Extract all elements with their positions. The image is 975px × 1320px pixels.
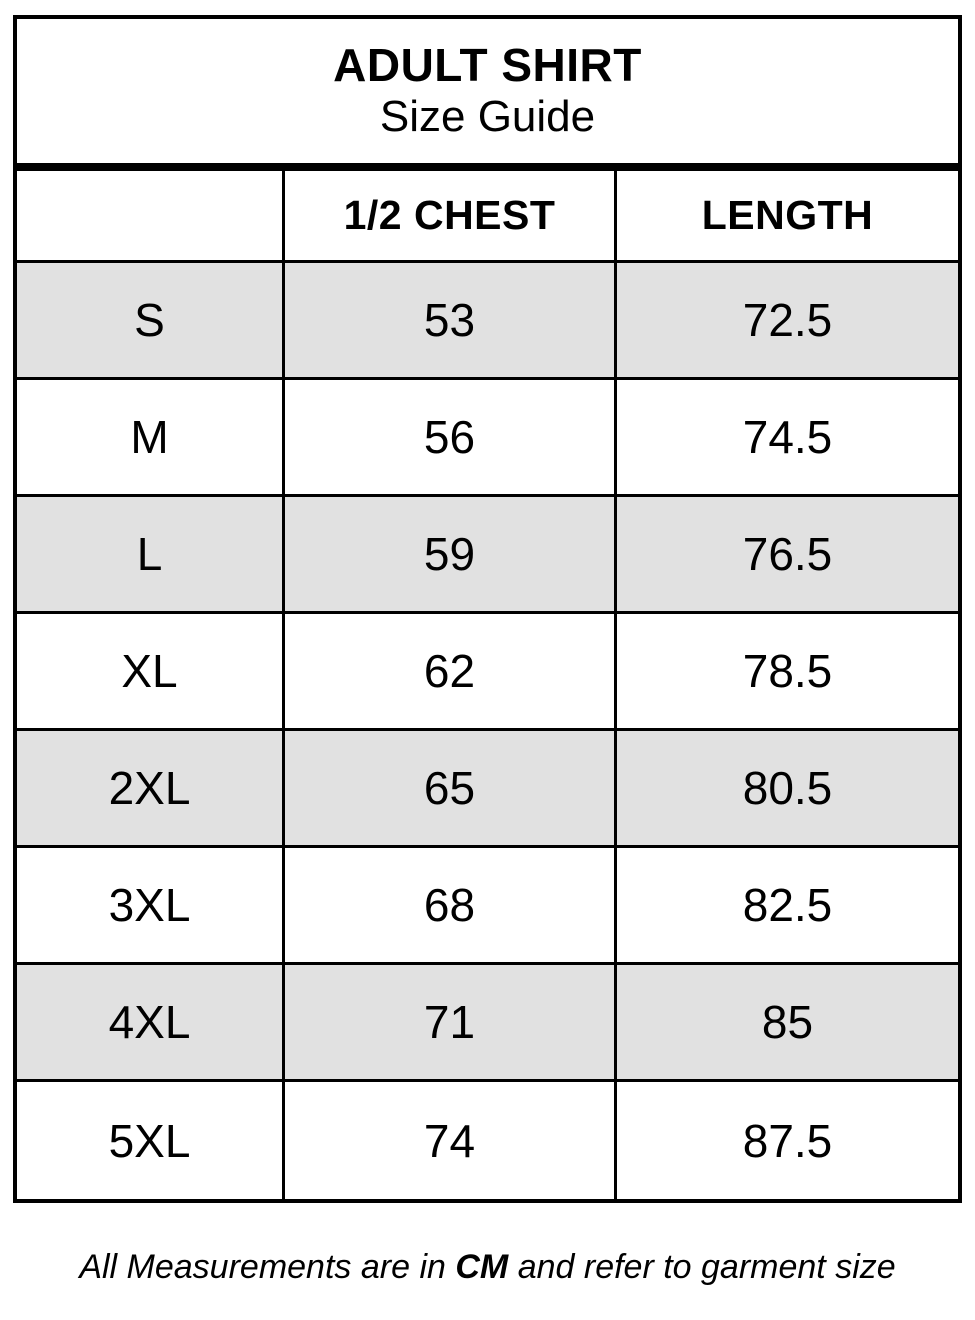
measurement-footnote: All Measurements are in CM and refer to … — [0, 1248, 975, 1287]
size-guide-table: ADULT SHIRT Size Guide 1/2 CHEST LENGTH … — [13, 15, 962, 1203]
table-row-2xl: 2XL 65 80.5 — [17, 731, 958, 848]
page-subtitle: Size Guide — [379, 92, 596, 142]
half-chest-cell: 53 — [282, 263, 617, 377]
length-cell: 85 — [761, 996, 814, 1048]
half-chest-cell: 74 — [282, 1082, 617, 1199]
length-cell: 72.5 — [742, 294, 833, 346]
size-cell: XL — [121, 645, 178, 697]
table-row-xl: XL 62 78.5 — [17, 614, 958, 731]
size-cell: 3XL — [108, 879, 191, 931]
half-chest-cell: 59 — [282, 497, 617, 611]
half-chest-cell: 68 — [282, 848, 617, 962]
table-row-5xl: 5XL 74 87.5 — [17, 1082, 958, 1199]
length-cell: 82.5 — [742, 879, 833, 931]
half-chest-cell: 71 — [282, 965, 617, 1079]
header-cell-half-chest: 1/2 CHEST — [282, 171, 617, 260]
size-cell: S — [134, 294, 165, 346]
table-title-block: ADULT SHIRT Size Guide — [17, 19, 958, 171]
footnote-unit: CM — [455, 1248, 509, 1286]
length-cell: 74.5 — [742, 411, 833, 463]
length-cell: 78.5 — [742, 645, 833, 697]
half-chest-cell: 56 — [282, 380, 617, 494]
table-row-l: L 59 76.5 — [17, 497, 958, 614]
size-cell: 4XL — [108, 996, 191, 1048]
table-row-m: M 56 74.5 — [17, 380, 958, 497]
half-chest-cell: 62 — [282, 614, 617, 728]
length-cell: 87.5 — [742, 1114, 833, 1167]
table-row-3xl: 3XL 68 82.5 — [17, 848, 958, 965]
size-cell: 5XL — [108, 1114, 191, 1167]
header-cell-empty — [17, 171, 282, 260]
size-cell: M — [130, 411, 169, 463]
page-title: ADULT SHIRT — [333, 39, 642, 92]
footnote-suffix: and refer to garment size — [508, 1248, 896, 1286]
size-cell: L — [136, 528, 163, 580]
table-row-s: S 53 72.5 — [17, 263, 958, 380]
size-cell: 2XL — [108, 762, 191, 814]
length-cell: 80.5 — [742, 762, 833, 814]
length-cell: 76.5 — [742, 528, 833, 580]
table-row-4xl: 4XL 71 85 — [17, 965, 958, 1082]
header-cell-length: LENGTH — [701, 192, 874, 238]
footnote-prefix: All Measurements are in — [79, 1248, 456, 1286]
table-header-row: 1/2 CHEST LENGTH — [17, 171, 958, 263]
half-chest-cell: 65 — [282, 731, 617, 845]
